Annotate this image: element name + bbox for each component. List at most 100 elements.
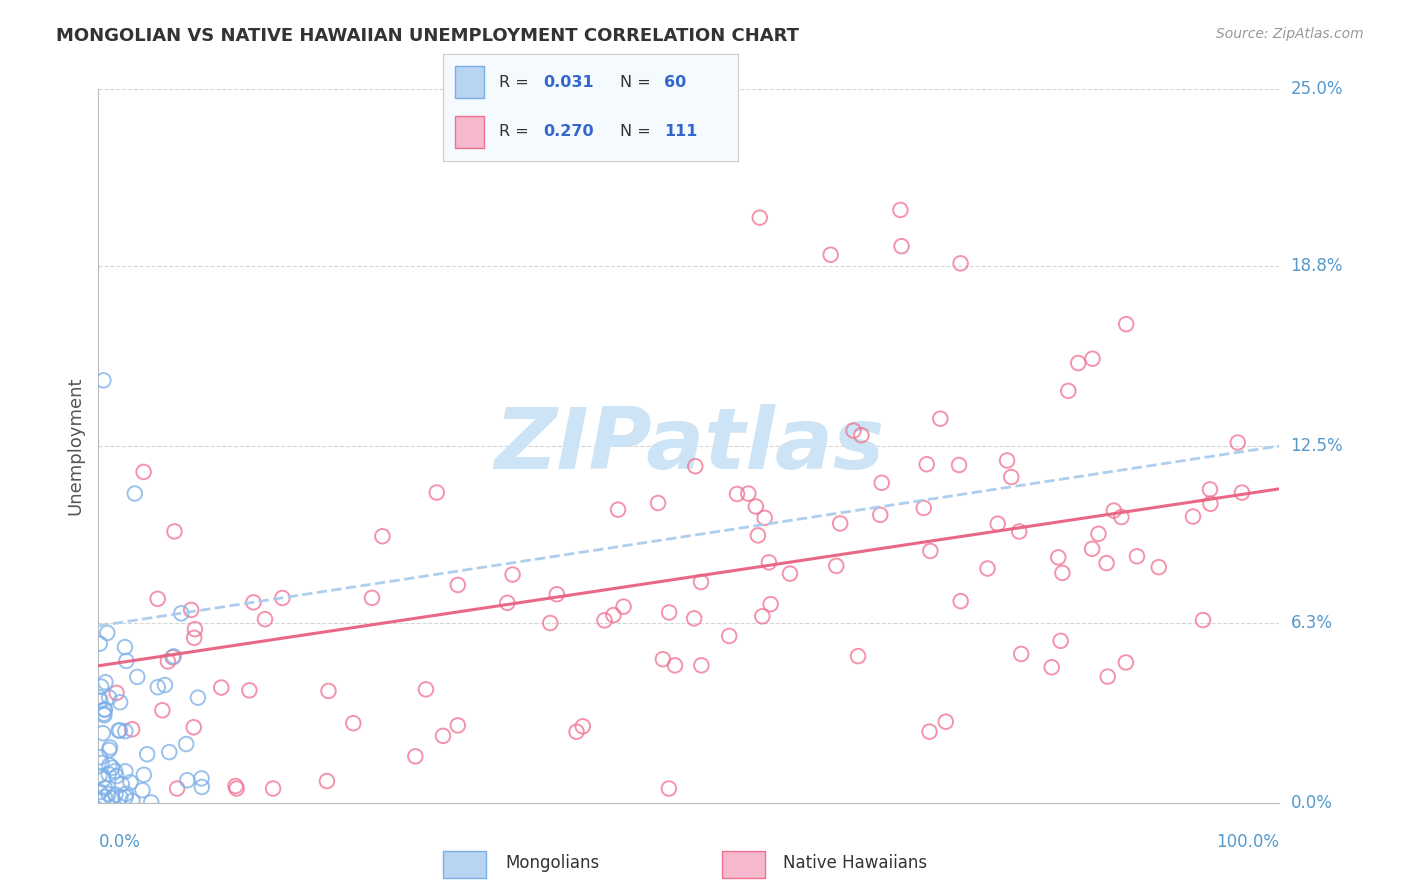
- Point: [1097, 670, 1119, 684]
- Point: [658, 781, 681, 796]
- Point: [1147, 560, 1170, 574]
- Point: [912, 501, 935, 516]
- Point: [447, 578, 470, 592]
- Point: [830, 516, 852, 531]
- Text: N =: N =: [620, 124, 657, 139]
- Point: [1008, 524, 1031, 539]
- Point: [1052, 566, 1074, 580]
- Point: [758, 555, 780, 569]
- Point: [176, 773, 198, 788]
- Point: [124, 486, 146, 500]
- Point: [98, 758, 121, 772]
- FancyBboxPatch shape: [454, 116, 484, 148]
- Point: [132, 465, 155, 479]
- Point: [91, 726, 114, 740]
- Point: [725, 487, 748, 501]
- Point: [93, 703, 115, 717]
- Text: 60: 60: [665, 75, 686, 90]
- Point: [748, 211, 770, 225]
- Point: [759, 597, 782, 611]
- Text: R =: R =: [499, 75, 534, 90]
- FancyBboxPatch shape: [454, 66, 484, 98]
- Point: [209, 681, 232, 695]
- Point: [546, 587, 568, 601]
- Point: [949, 594, 972, 608]
- Point: [114, 790, 136, 805]
- Point: [89, 750, 111, 764]
- Point: [690, 574, 713, 589]
- Point: [432, 729, 454, 743]
- Point: [976, 561, 998, 575]
- Point: [415, 682, 437, 697]
- Point: [150, 703, 173, 717]
- Point: [93, 708, 115, 723]
- Point: [127, 670, 149, 684]
- Point: [361, 591, 384, 605]
- FancyBboxPatch shape: [721, 851, 765, 878]
- Point: [918, 724, 941, 739]
- Point: [1199, 497, 1222, 511]
- Point: [96, 625, 118, 640]
- Point: [685, 459, 707, 474]
- Point: [1087, 526, 1109, 541]
- Point: [316, 774, 339, 789]
- Point: [538, 615, 561, 630]
- Point: [342, 716, 364, 731]
- Point: [647, 496, 669, 510]
- Point: [104, 788, 127, 802]
- Point: [93, 772, 115, 787]
- Text: 100.0%: 100.0%: [1216, 833, 1279, 851]
- Point: [1057, 384, 1080, 398]
- Point: [754, 511, 776, 525]
- Text: Native Hawaiians: Native Hawaiians: [783, 854, 928, 872]
- Point: [184, 622, 207, 636]
- Point: [820, 248, 842, 262]
- Point: [242, 595, 264, 609]
- Point: [121, 794, 143, 808]
- Point: [1000, 470, 1022, 484]
- Point: [870, 475, 893, 490]
- Point: [105, 769, 128, 783]
- Point: [87, 690, 110, 705]
- Point: [107, 723, 129, 738]
- Point: [1095, 556, 1118, 570]
- Point: [104, 764, 127, 778]
- Point: [187, 690, 209, 705]
- Point: [183, 720, 205, 734]
- Point: [371, 529, 394, 543]
- Point: [98, 740, 121, 755]
- Text: 0.031: 0.031: [543, 75, 593, 90]
- Point: [1192, 613, 1215, 627]
- Point: [1049, 633, 1071, 648]
- Point: [447, 718, 470, 732]
- Point: [404, 749, 426, 764]
- Point: [779, 566, 801, 581]
- Point: [90, 680, 112, 694]
- Point: [949, 256, 972, 270]
- Point: [111, 777, 134, 791]
- Point: [174, 737, 197, 751]
- Point: [751, 609, 773, 624]
- Point: [613, 599, 636, 614]
- Point: [98, 690, 121, 705]
- Text: 18.8%: 18.8%: [1291, 257, 1343, 275]
- Point: [658, 606, 681, 620]
- Point: [869, 508, 891, 522]
- Text: 6.3%: 6.3%: [1291, 614, 1333, 632]
- Point: [121, 723, 143, 737]
- Point: [502, 567, 524, 582]
- Point: [163, 524, 186, 539]
- Point: [718, 629, 741, 643]
- Point: [225, 781, 247, 796]
- Text: 0.0%: 0.0%: [98, 833, 141, 851]
- Point: [110, 790, 132, 805]
- Text: 25.0%: 25.0%: [1291, 80, 1343, 98]
- Point: [156, 655, 179, 669]
- Point: [664, 658, 686, 673]
- Point: [890, 239, 912, 253]
- Point: [920, 544, 942, 558]
- Point: [136, 747, 159, 762]
- Point: [915, 457, 938, 471]
- Point: [737, 486, 759, 500]
- Point: [163, 649, 186, 664]
